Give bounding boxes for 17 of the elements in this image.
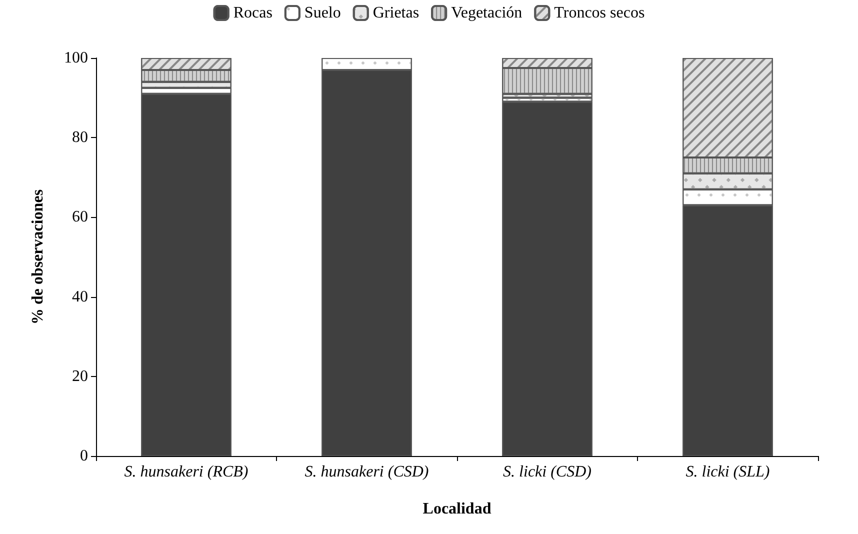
legend-label: Troncos secos [554,4,645,22]
y-tick-label: 0 [80,448,88,464]
x-tick-label: S. hunsakeri (RCB) [124,464,248,480]
y-tick-label: 80 [72,129,88,146]
y-tick-label: 20 [72,368,88,385]
legend-label: Grietas [372,4,420,22]
x-tick-label: S. hunsakeri (CSD) [304,464,429,480]
legend-label: Vegetación [451,4,522,22]
legend-label: Rocas [233,4,272,22]
x-tick-label: S. licki (SLL) [686,464,770,480]
y-tick-label: 100 [64,50,88,66]
y-tick-label: 40 [72,288,88,306]
y-axis-title: % de observaciones [30,189,46,325]
x-axis-title: Localidad [422,500,492,518]
y-tick-label: 60 [72,208,88,226]
x-tick-label: S. licki (CSD) [503,464,592,480]
legend-label: Suelo [304,4,341,22]
